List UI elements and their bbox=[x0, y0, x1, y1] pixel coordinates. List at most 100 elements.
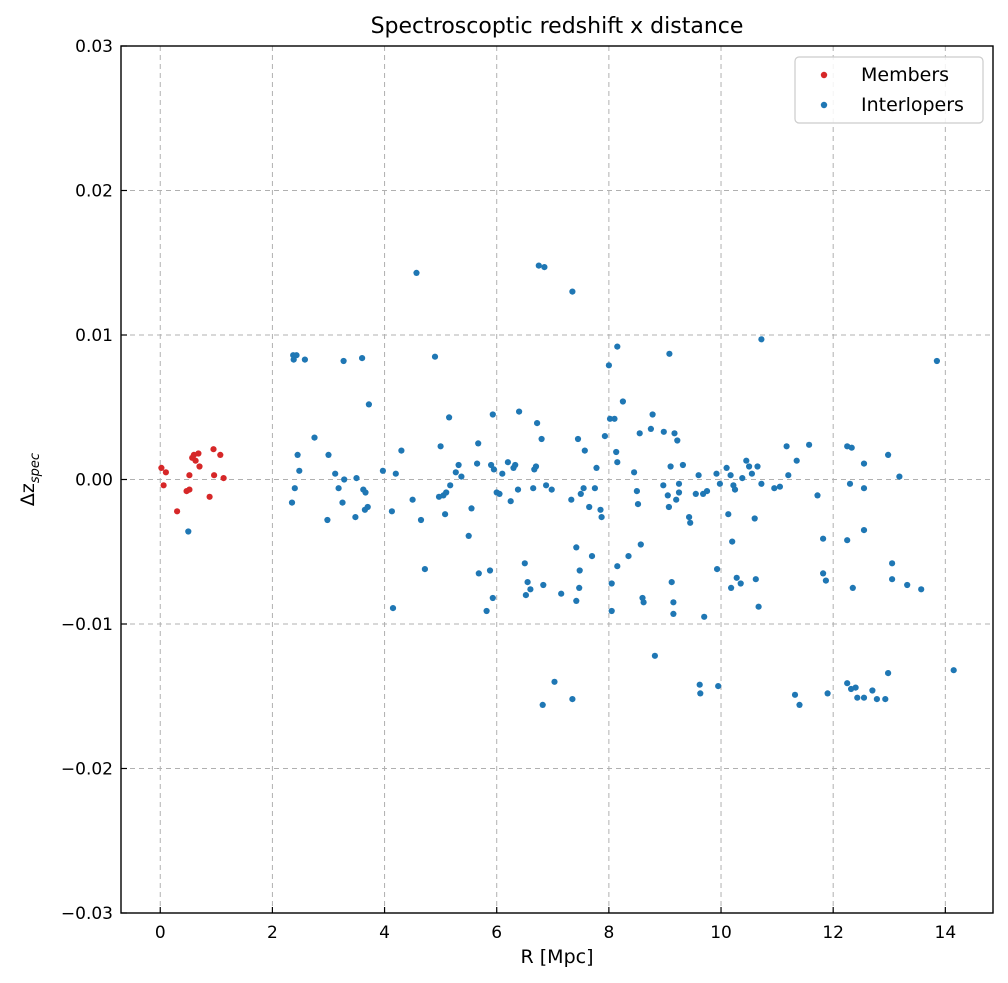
interlopers-point bbox=[577, 490, 584, 497]
interlopers-point bbox=[606, 415, 614, 422]
interlopers-point bbox=[896, 473, 903, 480]
interlopers-point bbox=[447, 482, 454, 489]
interlopers-point bbox=[715, 683, 722, 690]
interlopers-point bbox=[889, 560, 896, 567]
interlopers-point bbox=[409, 496, 416, 503]
interlopers-point bbox=[341, 476, 348, 483]
y-axis-label-main: Δz bbox=[17, 483, 39, 506]
interlopers-point bbox=[516, 408, 523, 415]
y-tick-label: 0.03 bbox=[75, 37, 113, 57]
interlopers-point bbox=[860, 527, 868, 534]
interlopers-point bbox=[679, 461, 687, 469]
interlopers-point bbox=[293, 352, 300, 359]
interlopers-point bbox=[379, 467, 386, 474]
interlopers-point bbox=[421, 566, 428, 573]
interlopers-point bbox=[483, 607, 490, 615]
interlopers-point bbox=[290, 356, 297, 363]
interlopers-point bbox=[771, 485, 778, 492]
interlopers-point bbox=[631, 469, 638, 476]
interlopers-point bbox=[539, 701, 546, 709]
interlopers-point bbox=[668, 579, 675, 586]
interlopers-point bbox=[580, 485, 587, 492]
x-tick-label: 8 bbox=[603, 923, 614, 943]
interlopers-point bbox=[791, 691, 799, 698]
interlopers-point bbox=[601, 433, 609, 440]
interlopers-point bbox=[352, 514, 359, 521]
interlopers-point bbox=[733, 574, 740, 581]
interlopers-point bbox=[431, 353, 439, 360]
interlopers-point bbox=[674, 437, 681, 444]
interlopers-point bbox=[660, 428, 667, 435]
interlopers-point bbox=[442, 511, 449, 518]
interlopers-point bbox=[504, 459, 511, 466]
x-tick-label: 2 bbox=[267, 923, 278, 943]
interlopers-point bbox=[640, 599, 647, 606]
interlopers-point bbox=[714, 566, 721, 573]
interlopers-point bbox=[716, 480, 724, 487]
x-tick-label: 0 bbox=[155, 923, 166, 943]
interlopers-point bbox=[593, 464, 600, 471]
interlopers-point bbox=[697, 690, 704, 697]
interlopers-point bbox=[904, 581, 911, 589]
interlopers-point bbox=[288, 499, 296, 506]
interlopers-point bbox=[848, 444, 855, 451]
interlopers-point bbox=[340, 357, 347, 365]
interlopers-point bbox=[703, 488, 711, 495]
interlopers-point bbox=[649, 411, 656, 418]
interlopers-point bbox=[568, 496, 575, 503]
interlopers-point bbox=[588, 553, 596, 560]
interlopers-point bbox=[692, 490, 699, 497]
members-point bbox=[211, 472, 218, 479]
interlopers-point bbox=[339, 499, 346, 506]
interlopers-point bbox=[446, 414, 453, 421]
interlopers-point bbox=[569, 696, 576, 703]
y-tick-label: −0.01 bbox=[61, 615, 113, 635]
interlopers-point bbox=[541, 264, 548, 271]
interlopers-point bbox=[748, 470, 756, 477]
interlopers-point bbox=[507, 498, 514, 505]
interlopers-point bbox=[489, 594, 496, 602]
interlopers-point bbox=[701, 613, 708, 620]
interlopers-point bbox=[673, 496, 680, 503]
interlopers-point bbox=[664, 492, 671, 499]
legend-marker-interlopers bbox=[820, 101, 828, 109]
interlopers-point bbox=[573, 597, 580, 605]
interlopers-point bbox=[389, 605, 397, 612]
y-tick-label: 0.00 bbox=[75, 471, 113, 491]
interlopers-point bbox=[634, 501, 642, 508]
interlopers-point bbox=[496, 490, 503, 497]
interlopers-point bbox=[619, 398, 627, 405]
interlopers-point bbox=[675, 480, 683, 487]
interlopers-point bbox=[468, 505, 475, 512]
interlopers-point bbox=[398, 447, 405, 454]
interlopers-point bbox=[814, 492, 821, 499]
x-tick-label: 14 bbox=[935, 923, 957, 943]
interlopers-point bbox=[490, 466, 497, 473]
legend-marker-members bbox=[820, 71, 828, 79]
interlopers-point bbox=[365, 401, 372, 408]
interlopers-point bbox=[822, 577, 830, 584]
y-axis-label-subscript: spec bbox=[28, 453, 43, 483]
members-point bbox=[160, 482, 167, 489]
interlopers-point bbox=[731, 486, 739, 493]
interlopers-point bbox=[586, 503, 593, 511]
interlopers-point bbox=[362, 489, 369, 496]
chart-title: Spectroscoptic redshift x distance bbox=[371, 14, 744, 39]
interlopers-point bbox=[417, 516, 425, 524]
members-point bbox=[195, 450, 202, 457]
interlopers-point bbox=[335, 485, 342, 492]
interlopers-point bbox=[727, 472, 734, 479]
interlopers-point bbox=[611, 415, 618, 422]
interlopers-point bbox=[364, 503, 371, 511]
interlopers-point bbox=[324, 516, 331, 524]
members-point bbox=[220, 475, 227, 482]
members-point bbox=[158, 464, 165, 471]
interlopers-point bbox=[614, 563, 621, 570]
interlopers-point bbox=[824, 690, 831, 697]
interlopers-point bbox=[844, 680, 851, 687]
interlopers-point bbox=[522, 592, 530, 599]
x-tick-label: 6 bbox=[491, 923, 502, 943]
interlopers-point bbox=[820, 570, 827, 577]
interlopers-point bbox=[667, 463, 674, 470]
